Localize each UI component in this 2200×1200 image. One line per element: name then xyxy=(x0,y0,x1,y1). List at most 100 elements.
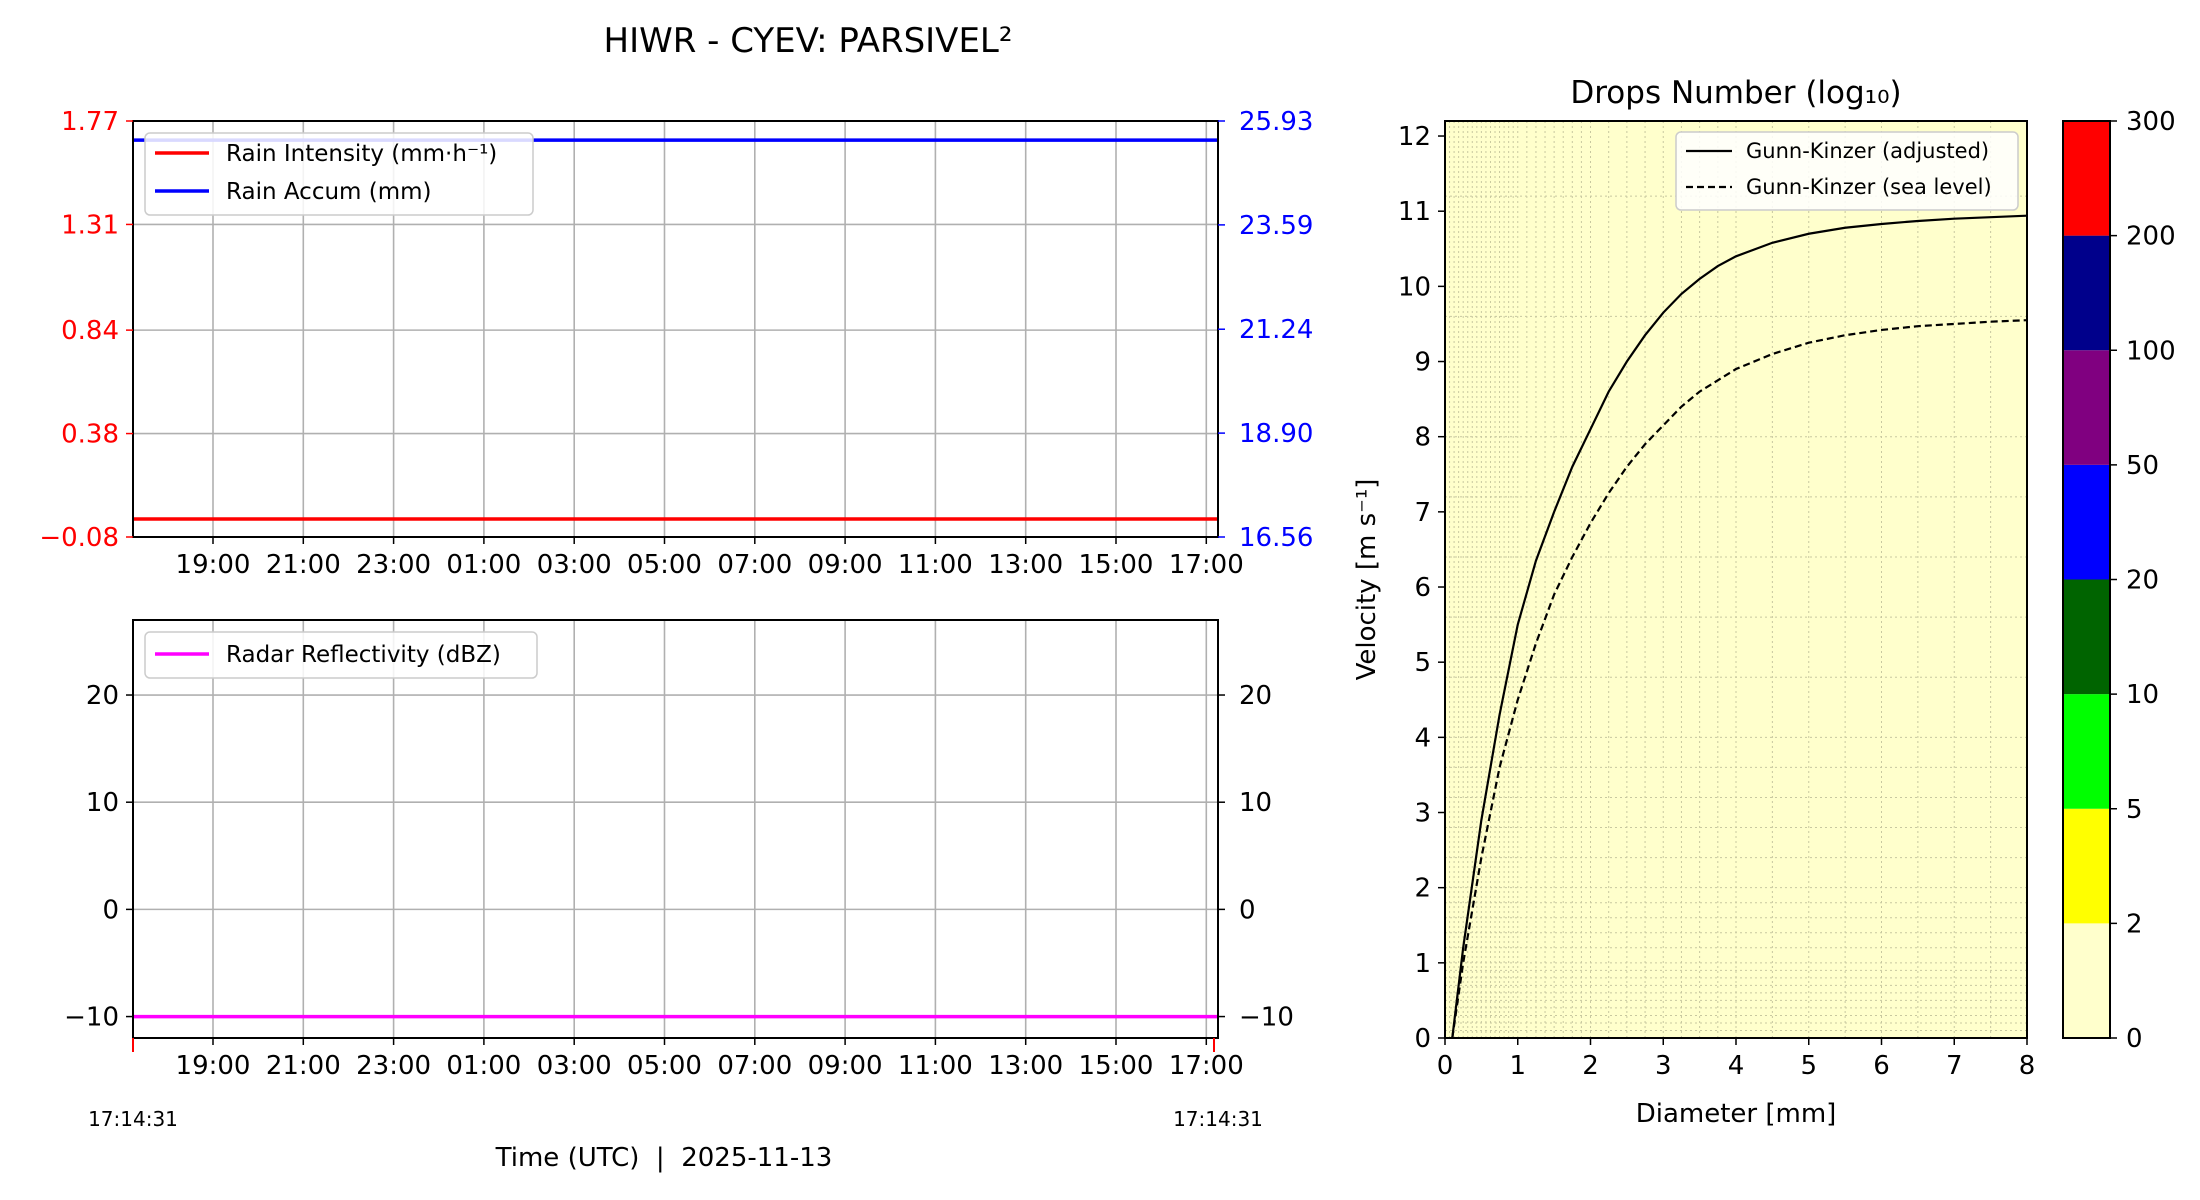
colorbar-segment xyxy=(2063,464,2110,580)
y-axis-label: Velocity [m s⁻¹] xyxy=(1352,479,1382,681)
y-tick-label-right: 25.93 xyxy=(1239,107,1313,137)
y-tick-label: 10 xyxy=(1398,272,1431,302)
colorbar-segment xyxy=(2063,121,2110,236)
colorbar-segment xyxy=(2063,694,2110,809)
x-tick-label: 03:00 xyxy=(537,550,612,580)
figure-title: HIWR - CYEV: PARSIVEL² xyxy=(604,21,1013,61)
x-tick-label: 13:00 xyxy=(988,1051,1063,1081)
legend-box xyxy=(144,132,534,216)
y-tick-label-left: 1.31 xyxy=(61,210,119,240)
colorbar-segment xyxy=(2063,579,2110,695)
colorbar-segment xyxy=(2063,808,2110,924)
x-tick-label: 1 xyxy=(1509,1051,1526,1081)
y-tick-label-right: 23.59 xyxy=(1239,211,1313,241)
x-tick-label: 19:00 xyxy=(176,1051,251,1081)
dsd-title: Drops Number (log₁₀) xyxy=(1570,75,1901,111)
colorbar-tick-label: 200 xyxy=(2126,222,2176,252)
x-tick-label: 7 xyxy=(1946,1051,1963,1081)
x-tick-label: 15:00 xyxy=(1079,550,1154,580)
legend-box xyxy=(144,631,538,679)
y-tick-label: 6 xyxy=(1414,573,1431,603)
legend: Radar Reflectivity (dBZ) xyxy=(144,631,538,679)
x-tick-label: 17:00 xyxy=(1169,1051,1244,1081)
y-tick-label-left: −10 xyxy=(64,1003,119,1033)
rain-panel: −0.08 0.38 0.84 1.31 1.77 16.56 18.90 21.24 23.5… xyxy=(39,107,1313,580)
time-axis-label: Time (UTC) | 2025-11-13 xyxy=(495,1143,833,1173)
gunn-kinzer-sea-level-curve xyxy=(1451,319,2028,1039)
y-tick-label: 11 xyxy=(1398,197,1431,227)
colorbar-segment xyxy=(2063,923,2110,1038)
colorbar: 0 2 5 10 20 50 100 200 300 xyxy=(2062,107,2176,1054)
y-tick-label-right: 18.90 xyxy=(1239,419,1313,449)
x-tick-label: 09:00 xyxy=(808,550,883,580)
x-tick-label: 8 xyxy=(2019,1051,2036,1081)
colorbar-tick-label: 2 xyxy=(2126,909,2143,939)
y-tick-label-right: 21.24 xyxy=(1239,315,1313,345)
x-tick-label: 23:00 xyxy=(356,1051,431,1081)
y-tick-label-right: 0 xyxy=(1239,895,1256,925)
y-tick-label: 4 xyxy=(1414,723,1431,753)
x-tick-label: 01:00 xyxy=(446,550,521,580)
right-end-time-label: 17:14:31 xyxy=(1173,1107,1263,1131)
legend-label: Rain Accum (mm) xyxy=(226,179,432,205)
x-tick-label: 6 xyxy=(1873,1051,1890,1081)
x-tick-label: 21:00 xyxy=(266,1051,341,1081)
colorbar-tick-label: 300 xyxy=(2126,107,2176,137)
colorbar-segment xyxy=(2063,350,2110,465)
legend-box xyxy=(1675,131,2019,211)
x-tick-label: 19:00 xyxy=(176,550,251,580)
y-tick-label: 2 xyxy=(1414,874,1431,904)
y-tick-label: 8 xyxy=(1414,423,1431,453)
y-tick-label-left: 1.77 xyxy=(61,107,119,137)
colorbar-tick-label: 10 xyxy=(2126,680,2159,710)
legend-label: Gunn-Kinzer (adjusted) xyxy=(1746,139,1989,163)
legend: Gunn-Kinzer (adjusted) Gunn-Kinzer (sea l… xyxy=(1675,131,2019,211)
y-tick-label-right: 20 xyxy=(1239,681,1272,711)
x-tick-label: 2 xyxy=(1582,1051,1599,1081)
colorbar-tick-label: 0 xyxy=(2126,1024,2143,1054)
colorbar-tick-label: 5 xyxy=(2126,795,2143,825)
x-tick-label: 05:00 xyxy=(627,550,702,580)
y-tick-label-left: 0.84 xyxy=(61,316,119,346)
colorbar-tick-label: 50 xyxy=(2126,451,2159,481)
legend-label: Gunn-Kinzer (sea level) xyxy=(1746,175,1992,199)
y-tick-label: 5 xyxy=(1414,648,1431,678)
y-tick-label: 12 xyxy=(1398,122,1431,152)
x-tick-label: 21:00 xyxy=(266,550,341,580)
left-start-time-label: 17:14:31 xyxy=(88,1107,178,1131)
y-tick-label-left: −0.08 xyxy=(39,523,119,553)
x-tick-label: 0 xyxy=(1437,1051,1454,1081)
y-tick-label: 7 xyxy=(1414,498,1431,528)
x-tick-label: 4 xyxy=(1728,1051,1745,1081)
y-tick-label-right: 10 xyxy=(1239,788,1272,818)
legend: Rain Intensity (mm·h⁻¹) Rain Accum (mm) xyxy=(144,132,534,216)
y-tick-label-left: 0.38 xyxy=(61,420,119,450)
colorbar-tick-label: 100 xyxy=(2126,336,2176,366)
y-tick-label: 9 xyxy=(1414,348,1431,378)
plot-frame xyxy=(132,619,1219,1039)
y-tick-label-right: −10 xyxy=(1239,1003,1294,1033)
y-tick-label-left: 10 xyxy=(86,788,119,818)
reflectivity-panel: −10 −10 0 0 10 10 20 20 19:00 21:00 23:00 01:00 03:0… xyxy=(64,619,1294,1081)
x-tick-label: 01:00 xyxy=(446,1051,521,1081)
x-tick-label: 5 xyxy=(1800,1051,1817,1081)
x-tick-label: 11:00 xyxy=(898,1051,973,1081)
x-axis-label: Diameter [mm] xyxy=(1636,1099,1837,1129)
legend-label: Radar Reflectivity (dBZ) xyxy=(226,642,501,668)
x-tick-label: 05:00 xyxy=(627,1051,702,1081)
y-tick-label: 3 xyxy=(1414,799,1431,829)
x-tick-label: 3 xyxy=(1655,1051,1672,1081)
x-tick-label: 03:00 xyxy=(537,1051,612,1081)
y-tick-label-left: 20 xyxy=(86,681,119,711)
x-tick-label: 07:00 xyxy=(717,1051,792,1081)
x-tick-label: 13:00 xyxy=(988,550,1063,580)
x-tick-label: 15:00 xyxy=(1079,1051,1154,1081)
y-tick-label-right: 16.56 xyxy=(1239,523,1313,553)
y-tick-label-left: 0 xyxy=(102,895,119,925)
heatmap-background xyxy=(1445,121,2027,1038)
x-tick-label: 23:00 xyxy=(356,550,431,580)
x-tick-label: 17:00 xyxy=(1169,550,1244,580)
colorbar-segment xyxy=(2063,235,2110,351)
